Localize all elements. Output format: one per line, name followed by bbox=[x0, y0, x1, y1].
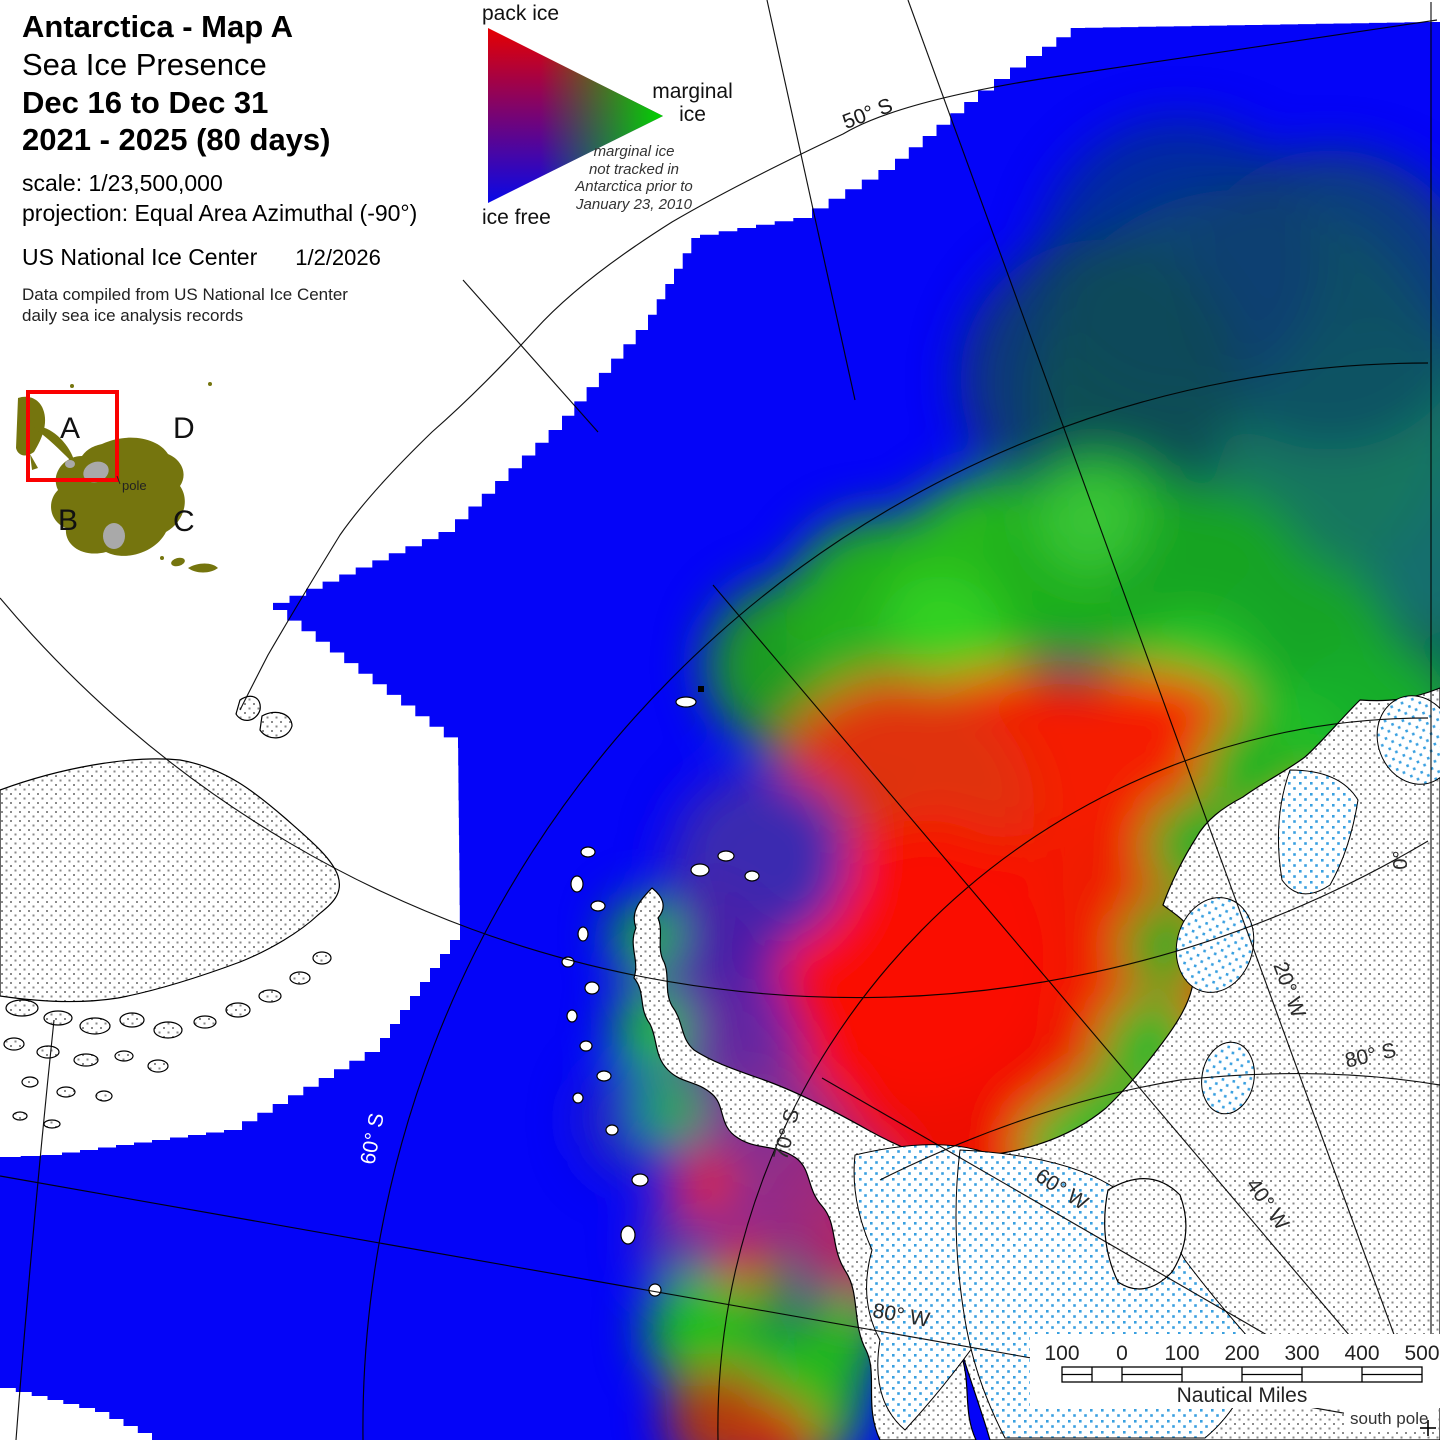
inset-pole-label: pole bbox=[122, 478, 147, 493]
scalebar-tick: 400 bbox=[1344, 1342, 1379, 1365]
south-america-land bbox=[0, 758, 340, 1003]
scalebar-tick: 300 bbox=[1284, 1342, 1319, 1365]
note-line-1: marginal ice bbox=[593, 143, 675, 160]
peninsula-offshore-islands bbox=[561, 686, 760, 1297]
note-line-4: January 23, 2010 bbox=[576, 195, 692, 213]
scalebar-tick: 0 bbox=[1116, 1342, 1128, 1365]
legend-ice-free-label: ice free bbox=[482, 206, 551, 229]
date-range: Dec 16 to Dec 31 bbox=[22, 84, 269, 120]
south-pole-cross-icon bbox=[1420, 1420, 1436, 1436]
inset-ronne-shelf bbox=[83, 461, 109, 483]
inset-antarctica-continent bbox=[51, 437, 185, 556]
coastal-shelf-patch-2 bbox=[1175, 897, 1255, 993]
falkland-islands bbox=[235, 695, 293, 739]
agency-line: US National Ice Center 1/2/2026 bbox=[22, 243, 452, 272]
inset-ross-shelf bbox=[103, 523, 125, 549]
brunt-shelf-patch bbox=[1277, 769, 1359, 895]
inset-label-c: C bbox=[173, 505, 195, 538]
issue-date: 1/2/2026 bbox=[295, 245, 381, 271]
inset-map-a-highlight-box bbox=[26, 390, 119, 482]
no-data-white-region bbox=[0, 0, 1440, 1158]
scalebar-tick: 100 bbox=[1044, 1342, 1079, 1365]
land-masses bbox=[0, 686, 1440, 1440]
scalebar: 100 0 100 200 300 400 500 Nautical Miles bbox=[1030, 1334, 1440, 1408]
note-line-3: Antarctica prior to bbox=[575, 178, 693, 195]
inset-label-b: B bbox=[58, 504, 78, 537]
inset-label-a: A bbox=[60, 412, 80, 445]
south-orkney-island bbox=[675, 696, 697, 708]
source-line-1: Data compiled from US National Ice Cente… bbox=[22, 285, 348, 305]
berkner-island bbox=[1104, 1178, 1187, 1290]
parallel-80s bbox=[879, 1073, 1440, 1181]
inset-locator-map: A D B C pole bbox=[16, 382, 218, 573]
parallel-70s bbox=[717, 717, 1429, 1440]
domain-boundary-segment-2 bbox=[766, 0, 856, 401]
scalebar-tick: 200 bbox=[1224, 1342, 1259, 1365]
meridian-20w bbox=[907, 0, 1429, 1429]
south-pole-label: south pole bbox=[1350, 1409, 1428, 1428]
inset-sa-spike bbox=[30, 454, 38, 470]
map-title: Antarctica - Map A bbox=[22, 9, 294, 44]
year-range: 2021 - 2025 (80 days) bbox=[22, 122, 331, 158]
legend-marginal-line1: marginal bbox=[652, 80, 733, 103]
map-subtitle: Sea Ice Presence bbox=[22, 46, 267, 82]
scalebar-tick: 100 bbox=[1164, 1342, 1199, 1365]
no-data-corner-region bbox=[0, 1388, 152, 1440]
legend-marginal-line2: ice bbox=[679, 103, 706, 126]
scalebar-tick: 500 bbox=[1404, 1342, 1439, 1365]
source-line-2: daily sea ice analysis records bbox=[22, 306, 244, 326]
note-line-2: not tracked in bbox=[588, 160, 680, 178]
scalebar-unit-label: Nautical Miles bbox=[1177, 1384, 1308, 1407]
parallel-50s-lower bbox=[15, 1019, 55, 1440]
scale-text: scale: 1/23,500,000 bbox=[22, 170, 223, 197]
title-block: Antarctica - Map A Sea Ice Presence Dec … bbox=[22, 8, 452, 327]
label-lon-0: 0° bbox=[1390, 850, 1412, 869]
projection-text: projection: Equal Area Azimuthal (-90°) bbox=[22, 200, 418, 227]
legend-marginal-ice-label: marginal ice bbox=[625, 80, 760, 126]
fuegian-archipelago-islands bbox=[3, 951, 332, 1129]
data-source-note: Data compiled from US National Ice Cente… bbox=[22, 284, 452, 327]
inset-peninsula-arm bbox=[34, 426, 74, 460]
inset-island-1 bbox=[171, 557, 185, 567]
inset-island-2 bbox=[188, 563, 218, 573]
inset-label-d: D bbox=[173, 412, 195, 445]
legend-marginal-note: marginal ice not tracked in Antarctica p… bbox=[545, 143, 723, 213]
meridian-40w bbox=[712, 584, 1429, 1429]
parallel-50s bbox=[239, 19, 1438, 711]
coastal-shelf-patch-3 bbox=[1201, 1041, 1255, 1115]
inset-south-america bbox=[16, 396, 46, 456]
legend-gradient-triangle-green-overlay bbox=[488, 28, 663, 203]
domain-boundary-segment-1 bbox=[462, 279, 599, 433]
domain-boundary-arc bbox=[0, 597, 1429, 999]
legend-pack-ice-label: pack ice bbox=[482, 2, 560, 25]
agency-name: US National Ice Center bbox=[22, 244, 258, 271]
legend-triangle-chart bbox=[488, 28, 663, 203]
parallel-60s bbox=[362, 362, 1429, 1440]
south-pole-mark: south pole bbox=[1344, 1406, 1438, 1436]
